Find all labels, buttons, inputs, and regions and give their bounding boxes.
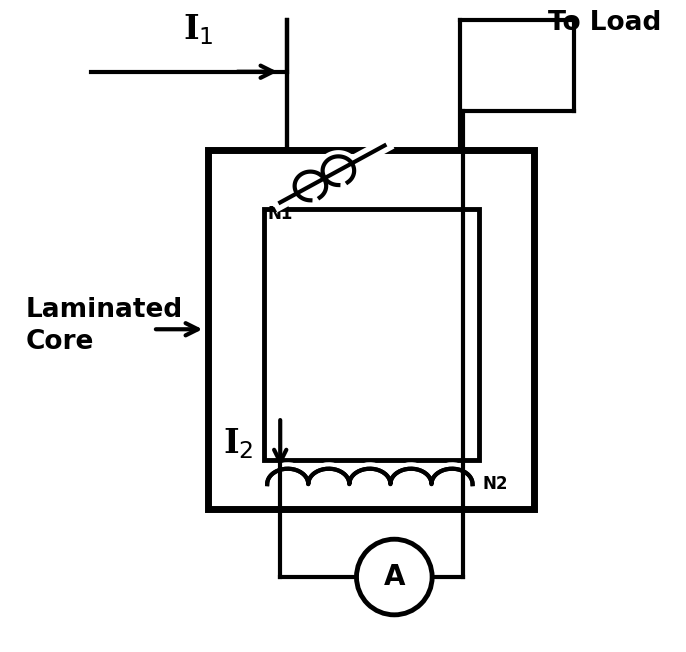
Text: N2: N2 [482,475,508,493]
Bar [264,209,479,460]
Text: A: A [383,563,405,591]
Text: To Load: To Load [547,10,661,36]
Text: Laminated
Core: Laminated Core [26,297,183,355]
Bar [209,150,534,509]
Circle shape [357,539,432,615]
Text: I$_2$: I$_2$ [222,426,253,461]
Text: I$_1$: I$_1$ [183,12,214,47]
Text: N1: N1 [267,205,292,224]
